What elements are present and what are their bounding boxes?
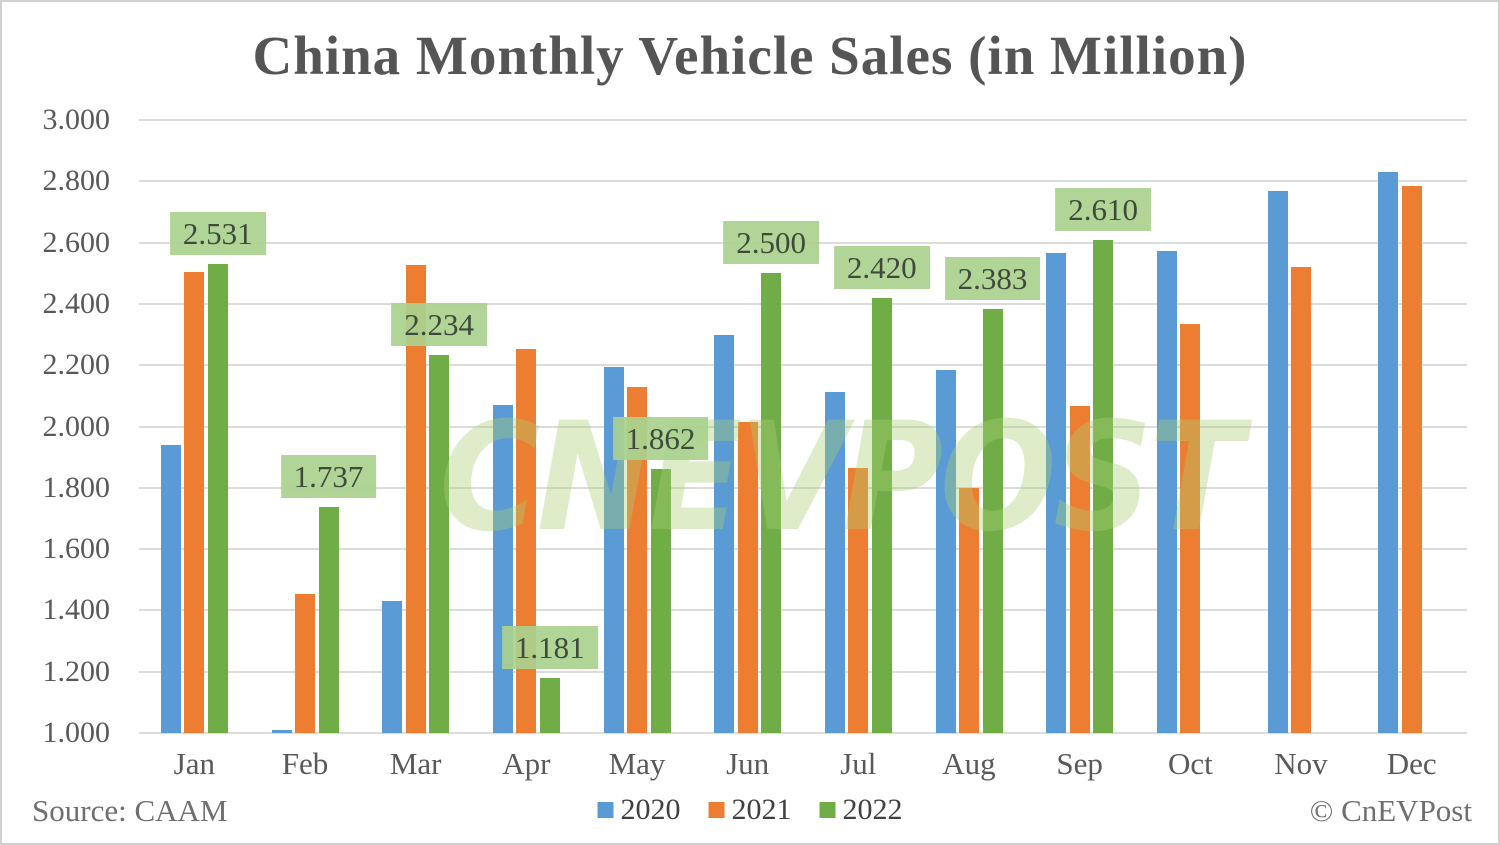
y-axis-tick-label: 2.800 bbox=[42, 164, 111, 198]
bar-2022-aug bbox=[982, 309, 1003, 733]
y-axis-tick-label: 3.000 bbox=[42, 103, 111, 136]
x-axis-month-label: Dec bbox=[1386, 746, 1437, 781]
bar-2022-may bbox=[650, 468, 671, 733]
bar-2021-apr bbox=[516, 349, 537, 733]
gridline bbox=[139, 732, 1467, 734]
data-label: 2.610 bbox=[1055, 187, 1151, 231]
legend-label: 2020 bbox=[620, 793, 681, 826]
x-axis-month-label: Jul bbox=[840, 746, 877, 781]
x-axis-month-label: Apr bbox=[502, 746, 551, 781]
bar-2021-jun bbox=[737, 421, 758, 733]
bar-2021-may bbox=[627, 387, 648, 733]
bar-2022-jun bbox=[761, 273, 782, 734]
bar-2020-jul bbox=[825, 392, 845, 733]
legend-item-2021: 2021 bbox=[708, 793, 792, 827]
bar-2022-sep bbox=[1093, 239, 1114, 733]
x-axis-month-label: Mar bbox=[389, 746, 442, 781]
gridline bbox=[139, 548, 1467, 551]
bar-2020-oct bbox=[1157, 250, 1177, 733]
gridline bbox=[139, 119, 1467, 121]
bar-2021-nov bbox=[1291, 266, 1312, 733]
gridline bbox=[139, 364, 1467, 367]
legend-label: 2022 bbox=[842, 793, 903, 826]
data-label: 2.383 bbox=[944, 257, 1041, 301]
bar-2020-sep bbox=[1046, 253, 1067, 733]
legend-item-2022: 2022 bbox=[819, 793, 903, 827]
bar-2020-apr bbox=[493, 405, 513, 733]
legend-swatch bbox=[708, 802, 725, 818]
x-axis-month-label: May bbox=[608, 746, 666, 781]
bar-2020-aug bbox=[935, 369, 956, 733]
x-axis-month-label: Nov bbox=[1274, 746, 1328, 781]
bar-2020-dec bbox=[1378, 171, 1399, 733]
y-axis-tick-label: 1.400 bbox=[42, 593, 111, 627]
x-axis-month-label: Sep bbox=[1056, 746, 1103, 781]
data-label: 1.862 bbox=[612, 416, 709, 460]
bar-2020-jan bbox=[161, 444, 181, 733]
gridline bbox=[139, 609, 1467, 612]
x-axis-month-label: Feb bbox=[281, 746, 329, 781]
data-label: 1.737 bbox=[280, 455, 377, 499]
gridline bbox=[139, 486, 1467, 489]
bar-2022-apr bbox=[539, 677, 560, 733]
legend-label: 2021 bbox=[731, 793, 792, 826]
bar-2021-jan bbox=[184, 272, 205, 733]
y-axis-tick-label: 1.600 bbox=[42, 532, 111, 566]
gridline bbox=[139, 670, 1467, 673]
x-axis-month-label: Jan bbox=[173, 746, 215, 781]
bar-2021-sep bbox=[1069, 406, 1090, 733]
bar-2020-jun bbox=[714, 334, 735, 733]
gridline bbox=[139, 425, 1467, 428]
bar-2021-mar bbox=[405, 265, 426, 733]
data-label: 1.181 bbox=[501, 625, 598, 669]
data-label: 2.500 bbox=[723, 221, 819, 265]
data-label: 2.531 bbox=[169, 211, 266, 255]
y-axis-tick-label: 2.400 bbox=[42, 286, 111, 320]
legend-swatch bbox=[819, 802, 836, 818]
bar-2020-nov bbox=[1267, 190, 1288, 733]
bar-2021-feb bbox=[295, 593, 316, 733]
y-axis-tick-label: 2.000 bbox=[42, 409, 111, 443]
data-label: 2.234 bbox=[391, 302, 487, 346]
y-axis-tick-label: 1.800 bbox=[42, 470, 111, 504]
bar-2020-feb bbox=[271, 730, 292, 733]
y-axis-tick-label: 1.200 bbox=[42, 654, 111, 688]
bar-2022-feb bbox=[318, 507, 339, 733]
bar-2021-aug bbox=[959, 488, 980, 733]
x-axis-month-label: Oct bbox=[1167, 746, 1213, 781]
legend-swatch bbox=[597, 802, 614, 818]
bar-2021-jul bbox=[848, 468, 869, 733]
y-axis-tick-label: 2.600 bbox=[42, 225, 111, 259]
cnevpost-watermark: CNEVPOST bbox=[439, 391, 1243, 565]
chart-title: China Monthly Vehicle Sales (in Million) bbox=[252, 25, 1248, 86]
copyright-caption: © CnEVPost bbox=[1309, 793, 1472, 828]
bar-2020-mar bbox=[382, 601, 403, 733]
x-axis-month-label: Jun bbox=[726, 746, 770, 781]
legend-item-2020: 2020 bbox=[597, 793, 681, 827]
bar-2022-jan bbox=[207, 263, 228, 733]
source-caption: Source: CAAM bbox=[32, 793, 228, 828]
gridline bbox=[139, 302, 1467, 305]
y-axis-tick-label: 2.200 bbox=[42, 348, 111, 382]
bar-2021-oct bbox=[1180, 324, 1201, 733]
legend: 2020 2021 2022 bbox=[597, 793, 903, 827]
x-axis-month-label: Aug bbox=[942, 746, 996, 781]
data-label: 2.420 bbox=[833, 245, 930, 289]
bar-2021-dec bbox=[1401, 185, 1422, 733]
gridline bbox=[139, 180, 1467, 183]
bar-2022-mar bbox=[429, 354, 450, 733]
bar-2022-jul bbox=[871, 297, 892, 733]
y-axis-tick-label: 1.000 bbox=[42, 716, 111, 749]
